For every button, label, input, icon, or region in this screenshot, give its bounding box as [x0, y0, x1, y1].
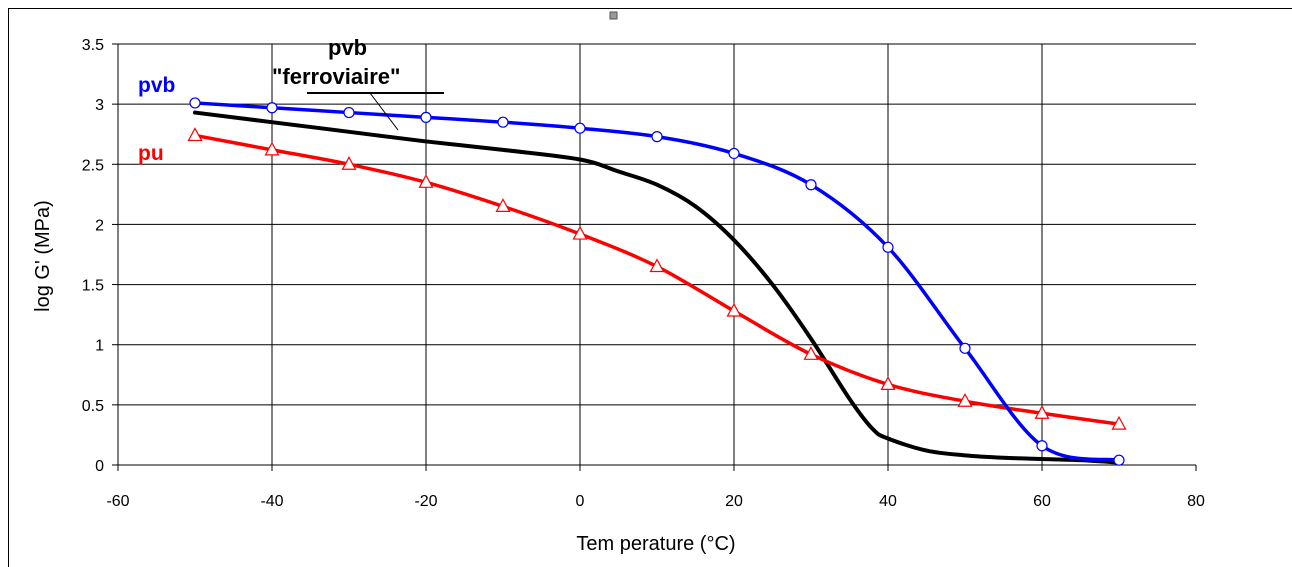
y-axis-label: log G' (MPa): [32, 200, 54, 312]
x-tick-label: 80: [1187, 493, 1205, 510]
point-pu: [341, 156, 357, 170]
series-line-pu: [193, 133, 1121, 426]
point-pvb: [651, 131, 663, 143]
handle-icon: [609, 11, 618, 20]
point-pu: [572, 225, 588, 240]
label-pvb-ferroviaire-line2: "ferroviaire": [272, 64, 400, 89]
label-pvb-ferroviaire-line1: pvb: [328, 35, 367, 60]
x-tick-label: 40: [879, 493, 897, 510]
point-pvb: [420, 111, 432, 123]
point-pvb: [959, 342, 971, 354]
label-pvb: pvb: [138, 74, 175, 97]
x-tick-label: 0: [576, 493, 585, 510]
y-tick-label: 2.5: [82, 157, 104, 174]
label-leader-line: [369, 92, 399, 131]
point-pu: [1034, 405, 1050, 419]
label-pu: pu: [138, 142, 164, 165]
y-tick-label: 0: [95, 458, 104, 475]
point-pu: [418, 174, 434, 188]
tick-labels: 0 0.5 1 1.5 2 2.5 3 3.5 -60 -40 -20 0 20 40 60 80: [82, 37, 1205, 510]
point-pu: [495, 198, 511, 212]
series-line-pvb: [193, 101, 1121, 462]
point-pvb: [728, 147, 740, 160]
x-tick-label: -20: [414, 493, 437, 510]
point-pu: [803, 346, 819, 360]
x-tick-label: -40: [260, 493, 283, 510]
point-pu: [1111, 415, 1127, 430]
axes: [112, 43, 1197, 471]
point-pvb: [497, 116, 509, 128]
point-pvb: [343, 106, 355, 119]
x-tick-label: 60: [1033, 493, 1051, 510]
point-pu: [649, 258, 665, 273]
point-pvb: [266, 102, 278, 114]
point-pvb: [1113, 454, 1125, 466]
series-line-pvb-ferroviaire: [193, 110, 1121, 465]
grid: [118, 43, 1196, 465]
y-tick-label: 1: [95, 338, 104, 355]
point-pu: [957, 392, 973, 407]
point-pvb: [1036, 440, 1048, 452]
point-pvb: [574, 122, 586, 134]
point-pu: [264, 141, 280, 156]
point-pvb: [189, 97, 201, 109]
x-tick-label: -60: [106, 493, 129, 510]
series-layer: [193, 101, 1121, 465]
y-tick-label: 0.5: [82, 398, 104, 415]
point-pvb: [805, 179, 817, 191]
chart-frame: [8, 8, 1292, 567]
point-pu: [880, 376, 896, 391]
point-pvb: [882, 241, 894, 253]
y-tick-label: 3.5: [82, 37, 104, 54]
y-tick-label: 1.5: [82, 278, 104, 295]
y-tick-label: 3: [95, 97, 104, 114]
x-axis-label: Tem perature (°C): [576, 533, 735, 555]
y-tick-label: 2: [95, 217, 104, 234]
markers-layer: [187, 97, 1127, 466]
x-tick-label: 20: [725, 493, 743, 510]
point-pu: [187, 127, 203, 142]
point-pu: [726, 302, 742, 317]
